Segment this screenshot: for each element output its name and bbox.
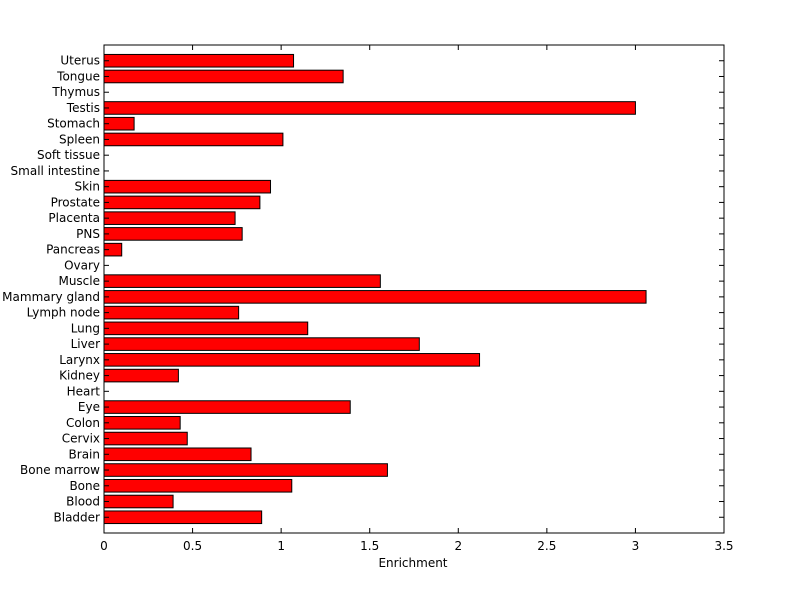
- y-tick-label-bladder: Bladder: [54, 510, 101, 524]
- y-tick-label-stomach: Stomach: [47, 117, 100, 131]
- y-tick-label-pns: PNS: [76, 227, 100, 241]
- x-tick-label-3: 1.5: [360, 539, 379, 553]
- bar-muscle: [103, 274, 381, 288]
- plot-frame: [103, 44, 725, 534]
- bar-cervix: [103, 431, 188, 446]
- y-tick-label-mammary-gland: Mammary gland: [2, 290, 100, 304]
- bar-colon: [103, 416, 181, 430]
- x-axis-label: Enrichment: [378, 556, 447, 570]
- bar-eye: [103, 400, 351, 414]
- y-tick-label-cervix: Cervix: [62, 432, 100, 446]
- y-tick-label-small-intestine: Small intestine: [11, 164, 100, 178]
- y-tick-label-thymus: Thymus: [51, 85, 100, 99]
- y-tick-label-ovary: Ovary: [64, 258, 100, 272]
- bar-mammary-gland: [103, 290, 647, 304]
- bar-larynx: [103, 353, 481, 367]
- y-tick-label-larynx: Larynx: [59, 353, 100, 367]
- bar-tongue: [103, 69, 344, 84]
- y-tick-label-liver: Liver: [71, 337, 101, 351]
- y-tick-label-spleen: Spleen: [59, 132, 100, 146]
- y-tick-label-tongue: Tongue: [56, 69, 100, 83]
- x-tick-label-5: 2.5: [537, 539, 556, 553]
- y-tick-label-uterus: Uterus: [60, 54, 100, 68]
- y-tick-label-heart: Heart: [67, 384, 101, 398]
- y-tick-label-lymph-node: Lymph node: [27, 306, 100, 320]
- bar-brain: [103, 447, 252, 462]
- bar-blood: [103, 494, 174, 509]
- y-tick-label-eye: Eye: [78, 400, 100, 414]
- bar-bone: [103, 478, 293, 493]
- bar-uterus: [103, 53, 295, 68]
- bar-placenta: [103, 211, 236, 225]
- y-tick-label-placenta: Placenta: [48, 211, 100, 225]
- bar-pns: [103, 227, 243, 241]
- bar-testis: [103, 101, 636, 115]
- x-tick-label-7: 3.5: [714, 539, 733, 553]
- x-tick-label-1: 0.5: [183, 539, 202, 553]
- y-tick-label-bone-marrow: Bone marrow: [20, 463, 100, 477]
- bar-skin: [103, 179, 272, 194]
- x-tick-label-6: 3: [632, 539, 640, 553]
- x-tick-label-0: 0: [100, 539, 108, 553]
- x-tick-label-2: 1: [277, 539, 285, 553]
- y-tick-label-blood: Blood: [66, 495, 100, 509]
- bar-bladder: [103, 510, 263, 525]
- y-tick-label-colon: Colon: [66, 416, 100, 430]
- bar-liver: [103, 337, 420, 351]
- bar-spleen: [103, 132, 284, 147]
- x-tick-label-4: 2: [454, 539, 462, 553]
- bar-lung: [103, 321, 309, 336]
- bar-lymph-node: [103, 305, 240, 320]
- y-tick-label-muscle: Muscle: [58, 274, 100, 288]
- y-tick-label-soft-tissue: Soft tissue: [37, 148, 100, 162]
- bar-prostate: [103, 195, 261, 210]
- y-tick-label-kidney: Kidney: [59, 369, 100, 383]
- y-tick-label-skin: Skin: [74, 180, 100, 194]
- y-tick-label-testis: Testis: [66, 101, 100, 115]
- bar-kidney: [103, 368, 179, 383]
- y-tick-label-lung: Lung: [71, 321, 100, 335]
- y-tick-label-bone: Bone: [69, 479, 100, 493]
- y-tick-label-pancreas: Pancreas: [46, 243, 100, 257]
- bar-bone-marrow: [103, 463, 388, 477]
- y-tick-label-brain: Brain: [69, 447, 100, 461]
- y-tick-label-prostate: Prostate: [51, 195, 100, 209]
